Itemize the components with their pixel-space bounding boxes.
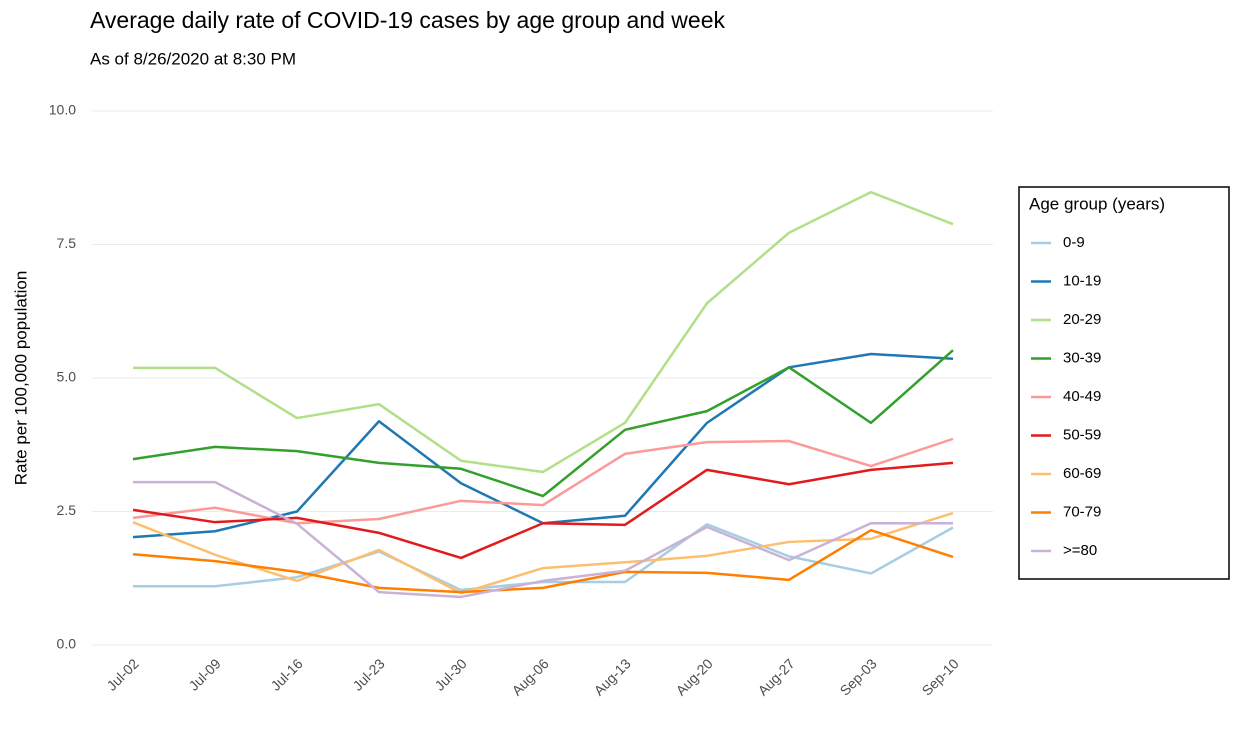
legend-label: 60-69: [1063, 465, 1101, 482]
x-tick-label: Jul-30: [431, 655, 469, 693]
series-line: [132, 349, 954, 498]
series-line: [132, 461, 954, 560]
x-tick-label: Aug-06: [508, 655, 551, 698]
x-tick-label: Aug-20: [672, 655, 715, 698]
y-tick-label: 0.0: [57, 636, 77, 652]
y-tick-label: 5.0: [57, 369, 77, 385]
legend-title: Age group (years): [1029, 194, 1165, 213]
y-tick-label: 2.5: [57, 502, 77, 518]
y-axis-label: Rate per 100,000 population: [11, 271, 30, 486]
legend-label: 0-9: [1063, 234, 1085, 251]
legend-box: [1018, 186, 1230, 580]
series-line: [132, 528, 954, 594]
chart-subtitle: As of 8/26/2020 at 8:30 PM: [90, 49, 296, 68]
series-line: [132, 437, 954, 525]
legend-label: 50-59: [1063, 426, 1101, 443]
legend-label: 40-49: [1063, 388, 1101, 405]
legend-label: 30-39: [1063, 349, 1101, 366]
series-line: [132, 511, 954, 595]
legend-label: 20-29: [1063, 311, 1101, 328]
x-tick-label: Sep-10: [918, 655, 961, 698]
y-tick-label: 10.0: [49, 102, 76, 118]
x-tick-label: Aug-13: [590, 655, 633, 698]
chart-title: Average daily rate of COVID-19 cases by …: [90, 7, 725, 33]
x-tick-label: Jul-02: [103, 655, 141, 693]
series-line: [132, 352, 954, 539]
legend-label: 70-79: [1063, 503, 1101, 520]
legend-label: 10-19: [1063, 272, 1101, 289]
y-tick-label: 7.5: [57, 235, 77, 251]
x-tick-label: Aug-27: [754, 655, 797, 698]
series-line: [133, 480, 953, 599]
x-tick-label: Jul-16: [267, 655, 305, 693]
x-tick-label: Jul-23: [349, 655, 387, 693]
x-tick-label: Jul-09: [185, 655, 223, 693]
legend-label: >=80: [1063, 542, 1097, 559]
series-line: [133, 190, 954, 474]
x-tick-label: Sep-03: [836, 655, 879, 698]
